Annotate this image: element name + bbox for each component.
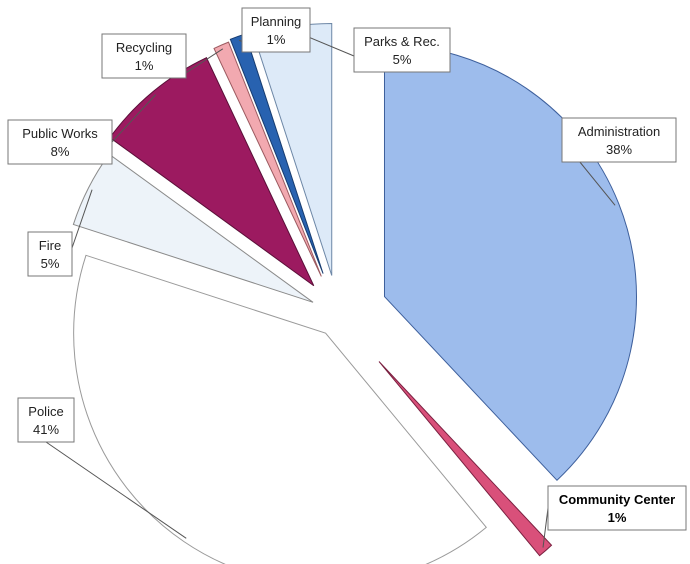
slice-percent-label: 1% xyxy=(135,58,154,73)
slice-name-label: Community Center xyxy=(559,492,675,507)
slice-percent-label: 5% xyxy=(393,52,412,67)
slice-label-fire: Fire 5% xyxy=(27,231,73,277)
label-box xyxy=(101,33,187,79)
slice-percent-label: 38% xyxy=(606,142,632,157)
leader-line-community-center xyxy=(542,507,549,548)
label-box xyxy=(27,231,73,277)
pie-slice-administration xyxy=(383,44,637,482)
label-box xyxy=(241,7,311,53)
leader-line-public-works xyxy=(111,94,157,143)
slices-layer xyxy=(72,22,637,564)
slice-percent-label: 1% xyxy=(267,32,286,47)
slice-name-label: Police xyxy=(28,404,63,419)
slice-label-recycling: Recycling 1% xyxy=(101,33,187,79)
slice-label-parks-rec: Parks & Rec. 5% xyxy=(353,27,451,73)
slice-label-police: Police 41% xyxy=(17,397,75,443)
pie-slice-police xyxy=(73,254,487,564)
slice-label-public-works: Public Works 8% xyxy=(7,119,113,165)
pie-slice-public-works xyxy=(109,57,315,287)
pie-slice-community-center xyxy=(378,361,553,557)
slice-name-label: Public Works xyxy=(22,126,98,141)
pie-slice-recycling xyxy=(213,41,322,277)
leader-line-police xyxy=(45,441,187,539)
labels-layer: Administration 38% Community Center 1% Polic… xyxy=(7,7,687,531)
slice-percent-label: 1% xyxy=(608,510,627,525)
label-box xyxy=(561,117,677,163)
slice-name-label: Parks & Rec. xyxy=(364,34,440,49)
slice-percent-label: 8% xyxy=(51,144,70,159)
slice-label-administration: Administration 38% xyxy=(561,117,677,163)
slice-name-label: Fire xyxy=(39,238,61,253)
label-box xyxy=(7,119,113,165)
label-box xyxy=(353,27,451,73)
slice-label-planning: Planning 1% xyxy=(241,7,311,53)
slice-name-label: Recycling xyxy=(116,40,172,55)
slice-percent-label: 41% xyxy=(33,422,59,437)
slice-label-community-center: Community Center 1% xyxy=(547,485,687,531)
slice-percent-label: 5% xyxy=(41,256,60,271)
leader-line-fire xyxy=(71,189,93,249)
slice-name-label: Administration xyxy=(578,124,660,139)
slice-name-label: Planning xyxy=(251,14,302,29)
label-box xyxy=(17,397,75,443)
label-box xyxy=(547,485,687,531)
